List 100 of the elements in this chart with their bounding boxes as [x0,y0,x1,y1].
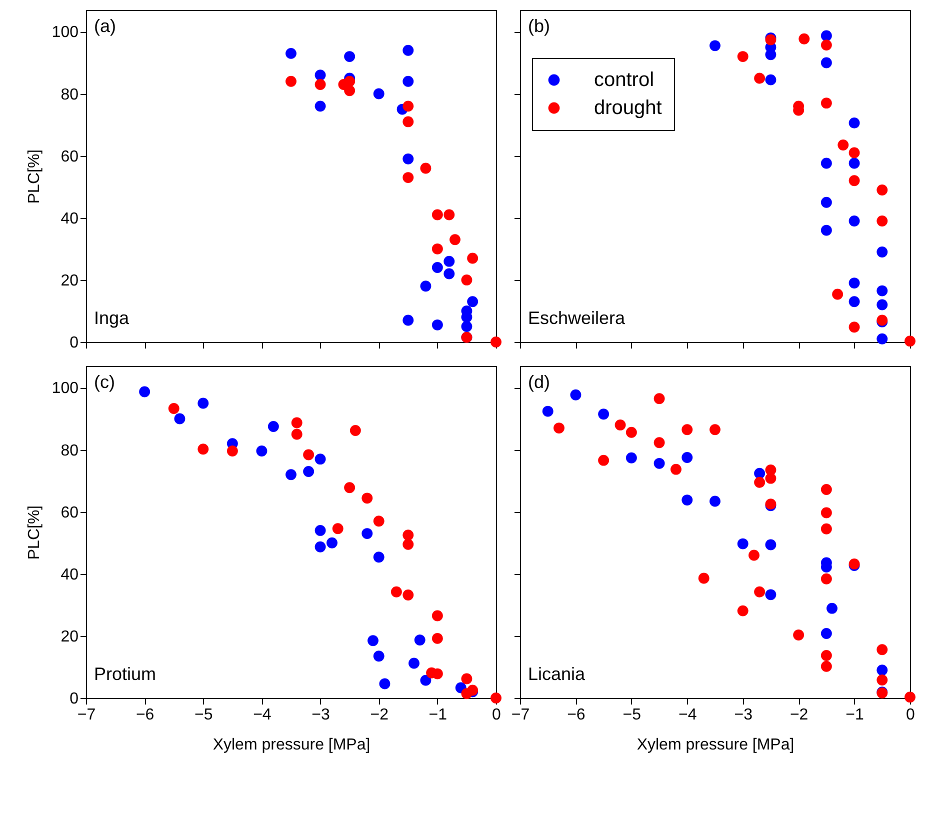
point [402,153,414,164]
point [314,79,326,90]
point [737,538,748,550]
point [820,573,832,584]
point [748,550,760,561]
point [737,51,748,62]
point [344,85,356,96]
point [848,296,860,308]
point [820,98,832,109]
point [820,30,832,42]
point [326,537,338,548]
point [198,444,209,455]
point [286,469,296,480]
point [848,322,860,333]
point [710,40,720,52]
x-tick-label: −3 [734,706,753,724]
y-tick-label: 0 [70,334,79,352]
point [838,140,849,150]
point [490,336,502,348]
point [490,692,502,704]
point [832,288,844,300]
x-axis-title: Xylem pressure [MPa] [636,736,794,754]
point [402,116,414,128]
x-tick-label: −2 [790,706,808,724]
point [286,48,296,59]
point [402,172,414,184]
point [314,541,326,552]
point [174,413,186,424]
point [314,100,326,112]
point [303,449,314,460]
annotation: Protium [94,664,156,684]
point [461,688,472,700]
point [408,658,420,669]
point [226,446,238,456]
x-tick-label: −6 [136,706,154,724]
point [876,333,888,344]
point [542,406,554,417]
point [291,428,302,440]
point [820,628,832,639]
point [344,482,356,494]
point [820,507,832,518]
point [362,492,373,504]
point [373,650,384,662]
y-tick-label: 80 [60,86,79,104]
y-axis-title: PLC[%] [26,149,43,204]
point [820,660,832,672]
point [654,458,665,469]
point [444,268,455,280]
point [414,634,426,646]
point [432,262,443,273]
x-tick-label: 0 [906,706,916,724]
point [256,446,268,456]
point [598,408,610,420]
point [626,452,637,464]
point [820,523,832,534]
point [368,635,378,646]
x-tick-label: −3 [312,706,330,724]
point [754,72,766,84]
y-axis-title: PLC[%] [26,505,43,560]
point [168,403,180,414]
point [461,673,472,684]
point [876,299,888,310]
point [876,664,888,676]
point [876,644,888,656]
point [626,426,637,438]
point [432,319,443,330]
point [286,76,296,87]
point [402,530,414,541]
point [820,650,832,661]
y-tick-label: 100 [52,24,79,42]
x-tick-label: −5 [622,706,642,724]
y-tick-label: 0 [70,690,79,708]
x-tick-label: 0 [492,706,502,724]
point [876,216,888,226]
point [848,158,860,169]
annotation: (c) [94,372,115,392]
point [682,452,693,463]
point [876,184,888,196]
point [402,76,414,87]
x-tick-label: −7 [511,706,530,724]
point [765,49,776,60]
x-axis-title: Xylem pressure [MPa] [212,736,370,754]
point [268,421,279,432]
point [654,393,665,404]
x-tick-label: −6 [567,706,586,724]
point [554,422,564,434]
annotation: Licania [528,664,586,684]
point [754,586,766,598]
point [444,256,455,267]
point [444,209,455,220]
point [461,321,472,332]
point [904,336,916,347]
point [402,100,414,112]
point [798,33,810,44]
annotation: (d) [528,372,550,392]
point [198,398,209,409]
point [820,57,832,68]
point [139,386,150,398]
point [876,674,888,686]
point [820,40,832,51]
